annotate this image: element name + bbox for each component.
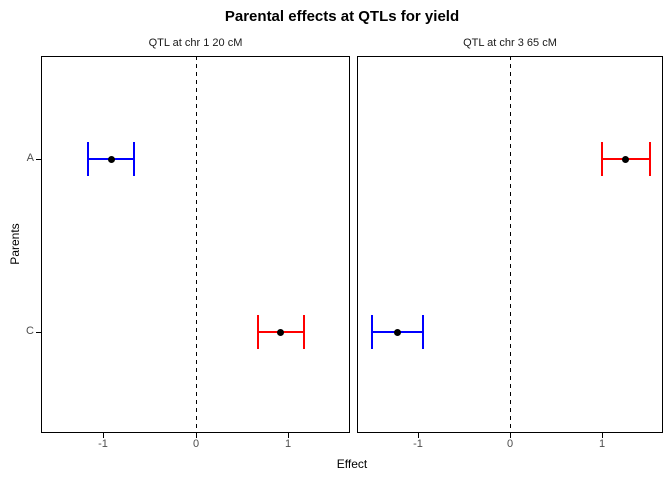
x-tick-label: 0 [192, 438, 200, 450]
x-axis-title: Effect [336, 457, 368, 471]
zero-reference-line [510, 56, 511, 433]
errorbar-cap-low [257, 315, 260, 350]
x-tick [288, 433, 289, 438]
point-estimate [107, 155, 115, 163]
y-tick [36, 332, 41, 333]
y-tick-label: C [26, 325, 34, 337]
errorbar-cap-high [132, 142, 135, 177]
x-tick-label: 1 [598, 438, 606, 450]
x-tick [103, 433, 104, 438]
x-tick [418, 433, 419, 438]
facet-panel [41, 56, 350, 433]
y-axis-title: Parents [8, 223, 22, 265]
x-tick [196, 433, 197, 438]
facet-strip-label: QTL at chr 3 65 cM [463, 37, 557, 49]
point-estimate [621, 155, 629, 163]
errorbar-cap-high [421, 315, 424, 350]
x-tick-label: -1 [413, 438, 423, 450]
point-estimate [393, 328, 401, 336]
zero-reference-line [196, 56, 197, 433]
errorbar-cap-high [649, 142, 652, 177]
chart-title: Parental effects at QTLs for yield [224, 8, 460, 25]
y-tick [36, 159, 41, 160]
x-tick-label: -1 [98, 438, 108, 450]
errorbar-cap-low [87, 142, 90, 177]
point-estimate [277, 328, 285, 336]
x-tick [602, 433, 603, 438]
x-tick-label: 0 [506, 438, 514, 450]
y-tick-label: A [26, 152, 34, 164]
errorbar-cap-low [600, 142, 603, 177]
x-tick [510, 433, 511, 438]
errorbar-cap-high [302, 315, 305, 350]
x-tick-label: 1 [284, 438, 292, 450]
errorbar-cap-low [370, 315, 373, 350]
facet-strip-label: QTL at chr 1 20 cM [148, 37, 243, 49]
